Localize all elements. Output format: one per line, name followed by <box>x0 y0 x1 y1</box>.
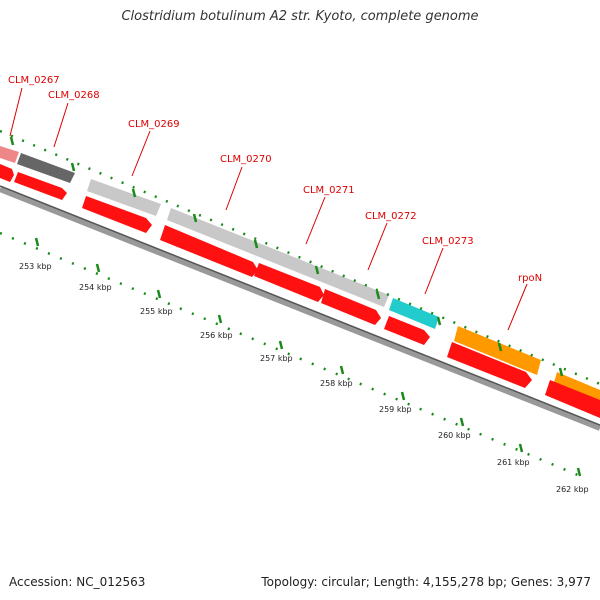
kbp-label: 262 kbp <box>556 485 589 494</box>
cds-arrow[interactable] <box>384 316 430 345</box>
kbp-label: 258 kbp <box>320 379 353 388</box>
major-ticks-lower <box>34 237 582 477</box>
map-title: Clostridium botulinum A2 str. Kyoto, com… <box>121 9 479 24</box>
kbp-label: 253 kbp <box>19 262 52 271</box>
svg-text:CLM_0271: CLM_0271 <box>303 185 355 196</box>
feature-clm-0267[interactable] <box>0 146 19 163</box>
gene-label-clm-0271[interactable]: CLM_0271 <box>303 185 355 245</box>
svg-text:CLM_0269: CLM_0269 <box>128 119 180 130</box>
gene-label-clm-0270[interactable]: CLM_0270 <box>220 154 272 211</box>
kbp-label: 257 kbp <box>260 354 293 363</box>
gene-label-clm-0269[interactable]: CLM_0269 <box>128 119 180 177</box>
accession-text: Accession: NC_012563 <box>9 575 146 589</box>
svg-text:CLM_0272: CLM_0272 <box>365 211 417 222</box>
kbp-label: 260 kbp <box>438 431 471 440</box>
tick-track-upper <box>0 129 600 386</box>
svg-text:rpoN: rpoN <box>518 273 542 284</box>
cds-arrow[interactable] <box>0 164 14 182</box>
kbp-scale-labels: 253 kbp 254 kbp 255 kbp 256 kbp 257 kbp … <box>19 262 589 494</box>
cds-arrow[interactable] <box>14 172 67 200</box>
cds-arrow[interactable] <box>82 196 152 233</box>
feature-clm-0273[interactable] <box>389 298 439 329</box>
major-ticks-upper <box>9 136 564 377</box>
svg-text:CLM_0267: CLM_0267 <box>8 75 60 86</box>
feature-clm-0270[interactable] <box>167 208 389 307</box>
cds-arrow[interactable] <box>447 342 532 388</box>
svg-text:CLM_0273: CLM_0273 <box>422 236 474 247</box>
kbp-label: 255 kbp <box>140 307 173 316</box>
gene-label-rpon[interactable]: rpoN <box>507 273 542 331</box>
cds-arrow[interactable] <box>545 380 600 418</box>
kbp-label: 254 kbp <box>79 283 112 292</box>
feature-track-lower <box>0 164 600 418</box>
gene-label-clm-0273[interactable]: CLM_0273 <box>422 236 474 295</box>
genome-summary-text: Topology: circular; Length: 4,155,278 bp… <box>261 575 591 589</box>
kbp-label: 256 kbp <box>200 331 233 340</box>
kbp-label: 259 kbp <box>379 405 412 414</box>
svg-text:CLM_0268: CLM_0268 <box>48 90 100 101</box>
cds-arrow[interactable] <box>254 263 324 302</box>
kbp-label: 261 kbp <box>497 458 530 467</box>
feature-rpon[interactable] <box>454 326 541 375</box>
backbone <box>0 185 600 431</box>
cds-arrow[interactable] <box>321 289 381 325</box>
feature-clm-0268[interactable] <box>17 153 75 183</box>
feature-clm-0269[interactable] <box>87 179 161 216</box>
gene-label-clm-0272[interactable]: CLM_0272 <box>365 211 417 271</box>
svg-text:CLM_0270: CLM_0270 <box>220 154 272 165</box>
tick-track-lower <box>0 231 586 480</box>
gene-label-clm-0267[interactable]: CLM_0267 <box>8 75 60 137</box>
gene-label-clm-0268[interactable]: CLM_0268 <box>48 90 100 148</box>
feature-track-upper <box>0 146 600 404</box>
cds-arrow[interactable] <box>160 225 258 277</box>
